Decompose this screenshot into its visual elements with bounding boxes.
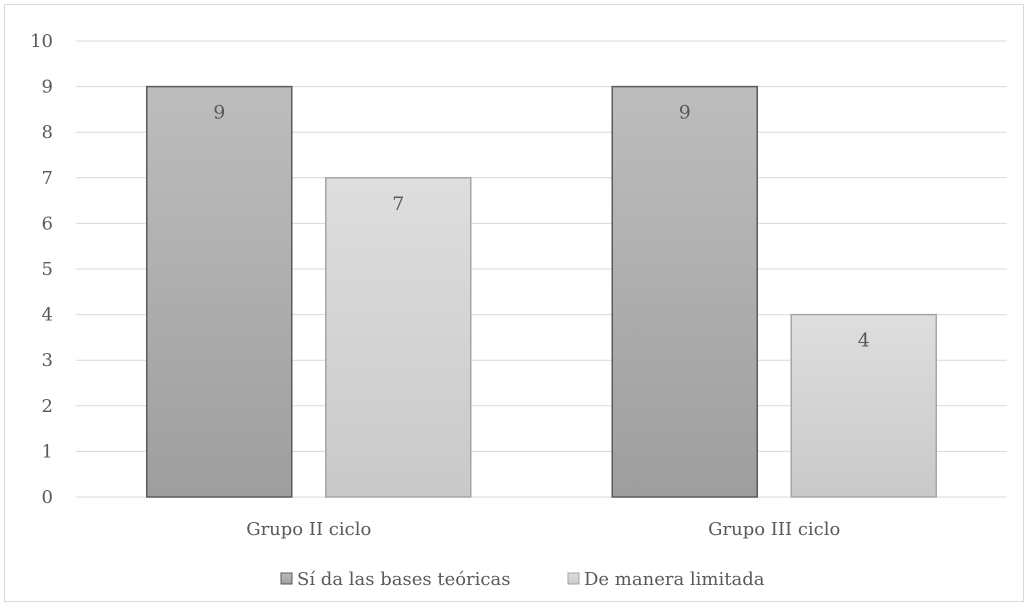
y-tick-label: 10 — [30, 31, 53, 52]
y-tick-label: 7 — [42, 168, 53, 189]
y-tick-label: 0 — [42, 487, 53, 508]
bar — [790, 313, 937, 498]
bar — [611, 85, 758, 498]
y-tick-label: 5 — [42, 259, 53, 280]
y-tick-label: 3 — [42, 350, 53, 371]
y-tick-label: 8 — [42, 122, 53, 143]
legend-swatch — [567, 572, 580, 585]
x-category-label: Grupo II ciclo — [246, 519, 371, 540]
data-label: 4 — [858, 330, 870, 352]
y-tick-label: 2 — [42, 396, 53, 417]
bar — [325, 177, 472, 498]
legend-label: De manera limitada — [584, 569, 765, 590]
legend-swatch — [280, 572, 293, 585]
data-labels: 9 7 9 4 — [213, 102, 870, 352]
data-label: 9 — [213, 102, 225, 124]
y-tick-label: 6 — [42, 213, 53, 234]
x-category-label: Grupo III ciclo — [708, 519, 840, 540]
bars — [146, 85, 937, 498]
y-tick-label: 9 — [42, 77, 53, 98]
data-label: 7 — [392, 193, 404, 215]
data-label: 9 — [679, 102, 691, 124]
legend: Sí da las bases teóricas De manera limita… — [280, 569, 765, 590]
legend-label: Sí da las bases teóricas — [297, 569, 510, 590]
bar — [146, 85, 293, 498]
y-tick-label: 1 — [42, 441, 53, 462]
x-axis-categories: Grupo II ciclo Grupo III ciclo — [246, 519, 840, 540]
y-tick-label: 4 — [42, 305, 53, 326]
y-axis-ticks: 0 1 2 3 4 5 6 7 8 9 10 — [30, 31, 53, 508]
